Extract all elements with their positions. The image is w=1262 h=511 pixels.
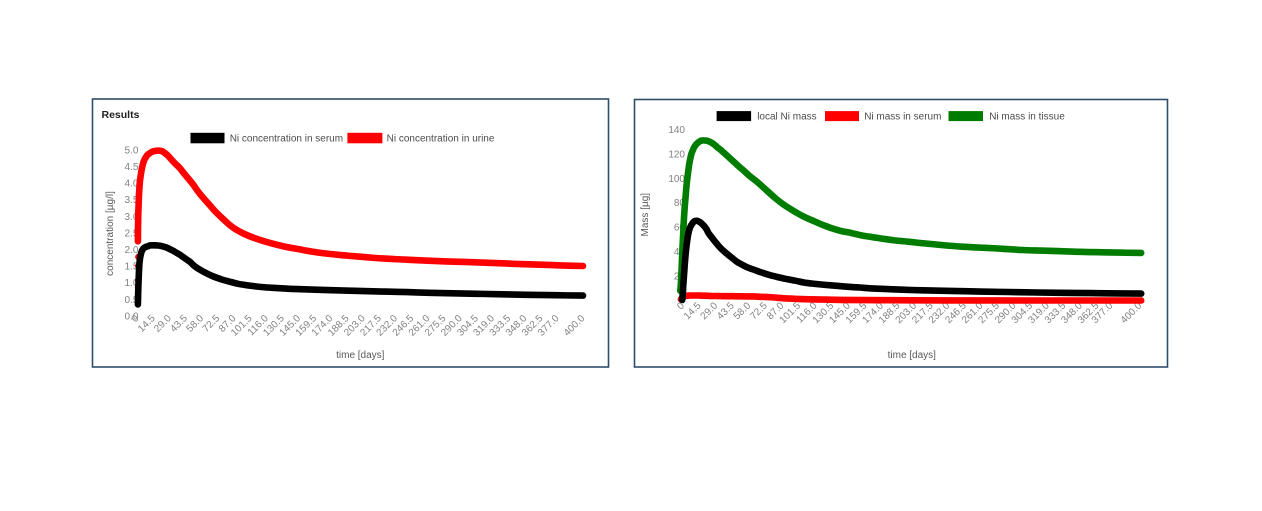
svg-text:Ni mass in serum: Ni mass in serum	[864, 112, 941, 123]
svg-text:120: 120	[668, 149, 685, 160]
svg-text:3.5: 3.5	[124, 195, 138, 206]
svg-text:time [days]: time [days]	[888, 350, 937, 361]
svg-text:5.0: 5.0	[124, 145, 138, 156]
svg-text:140: 140	[668, 125, 685, 136]
svg-text:4.0: 4.0	[124, 179, 138, 190]
svg-text:80: 80	[674, 198, 686, 209]
svg-text:4.5: 4.5	[124, 162, 138, 173]
svg-text:time [days]: time [days]	[336, 350, 385, 361]
svg-text:0.5: 0.5	[124, 295, 138, 306]
svg-text:Ni concentration in urine: Ni concentration in urine	[387, 133, 495, 144]
svg-text:local Ni mass: local Ni mass	[757, 112, 816, 123]
svg-text:1.5: 1.5	[124, 262, 138, 273]
svg-text:concentration [µg/l]: concentration [µg/l]	[105, 191, 116, 276]
svg-text:1.0: 1.0	[124, 278, 138, 289]
svg-text:100: 100	[668, 174, 685, 185]
svg-text:0.0: 0.0	[124, 311, 138, 322]
svg-text:Results: Results	[102, 109, 140, 121]
svg-text:Mass [µg]: Mass [µg]	[640, 193, 651, 237]
svg-text:2.5: 2.5	[124, 228, 138, 239]
svg-text:2.0: 2.0	[124, 245, 138, 256]
svg-text:60: 60	[674, 223, 686, 234]
svg-text:3.0: 3.0	[124, 212, 138, 223]
svg-text:Ni concentration in serum: Ni concentration in serum	[230, 133, 343, 144]
svg-text:Ni mass in tissue: Ni mass in tissue	[989, 112, 1065, 123]
